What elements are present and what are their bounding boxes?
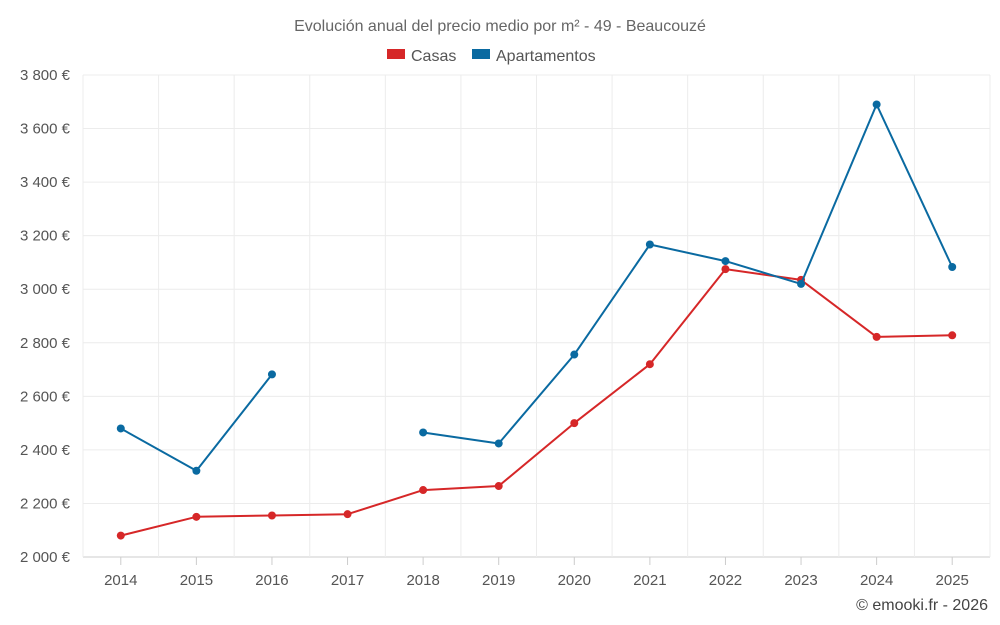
y-tick-label: 2 800 €: [20, 335, 71, 352]
legend: Casas Apartamentos: [387, 48, 596, 65]
legend-label-casas: Casas: [411, 48, 456, 65]
data-point-casas: [267, 511, 276, 520]
data-point-apartamentos: [797, 279, 806, 288]
x-tick-label: 2014: [104, 572, 137, 589]
series-line-casas: [120, 268, 953, 537]
data-point-apartamentos: [721, 257, 730, 266]
legend-label-apartamentos: Apartamentos: [496, 48, 596, 65]
data-point-casas: [570, 419, 579, 428]
x-tick-label: 2018: [406, 572, 439, 589]
data-point-casas: [494, 482, 503, 491]
x-tick-label: 2024: [860, 572, 893, 589]
y-tick-label: 2 400 €: [20, 442, 71, 459]
chart-title: Evolución anual del precio medio por m² …: [294, 18, 706, 35]
y-axis: 2 000 € 2 200 € 2 400 € 2 600 € 2 800 € 3 000…: [20, 67, 71, 566]
grid: [82, 74, 991, 558]
x-tick-label: 2025: [936, 572, 969, 589]
legend-swatch-casas: [387, 49, 405, 59]
y-tick-label: 2 200 €: [20, 495, 71, 512]
data-point-apartamentos: [494, 439, 503, 448]
y-tick-label: 3 800 €: [20, 67, 71, 84]
x-tick-label: 2017: [331, 572, 364, 589]
y-tick-label: 3 000 €: [20, 281, 71, 298]
x-tick-label: 2020: [558, 572, 591, 589]
data-point-apartamentos: [645, 240, 654, 249]
data-point-apartamentos: [872, 100, 881, 109]
data-point-apartamentos: [948, 262, 957, 271]
data-point-apartamentos: [570, 350, 579, 359]
data-point-apartamentos: [192, 466, 201, 475]
data-point-casas: [645, 360, 654, 369]
credit-text: © emooki.fr - 2026: [856, 597, 988, 614]
data-point-apartamentos: [116, 424, 125, 433]
x-axis: 2014 2015 2016 2017 2018 2019 2020 2021 2022 2023…: [104, 557, 969, 589]
data-point-casas: [948, 331, 957, 340]
x-tick-label: 2021: [633, 572, 666, 589]
x-tick-label: 2022: [709, 572, 742, 589]
y-tick-label: 2 000 €: [20, 549, 71, 566]
data-point-casas: [419, 486, 428, 495]
data-point-casas: [192, 512, 201, 521]
y-tick-label: 3 400 €: [20, 174, 71, 191]
y-tick-label: 2 600 €: [20, 388, 71, 405]
x-tick-label: 2019: [482, 572, 515, 589]
x-tick-label: 2023: [784, 572, 817, 589]
data-point-casas: [721, 265, 730, 274]
x-tick-label: 2016: [255, 572, 288, 589]
data-point-casas: [872, 332, 881, 341]
data-point-casas: [343, 510, 352, 519]
x-tick-label: 2015: [180, 572, 213, 589]
series-casas: [116, 265, 957, 540]
data-point-casas: [116, 531, 125, 540]
legend-swatch-apartamentos: [472, 49, 490, 59]
data-point-apartamentos: [267, 370, 276, 379]
y-tick-label: 3 200 €: [20, 228, 71, 245]
y-tick-label: 3 600 €: [20, 121, 71, 138]
data-point-apartamentos: [419, 428, 428, 437]
series-group: [116, 100, 957, 540]
series-apartamentos: [116, 100, 957, 475]
